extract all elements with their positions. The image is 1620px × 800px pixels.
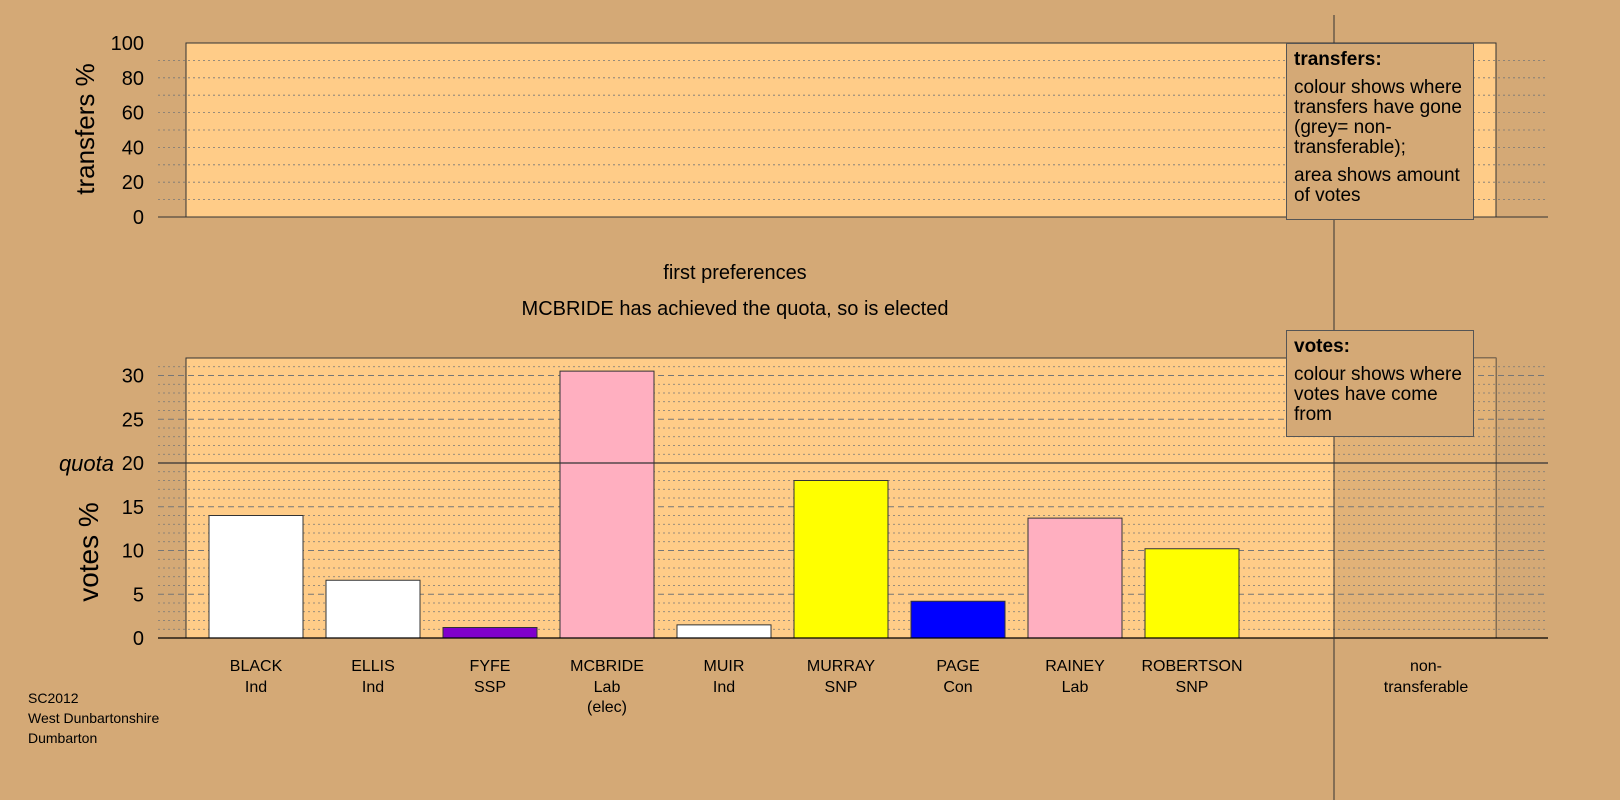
bar-fyfe <box>442 627 538 639</box>
bar-robertson <box>1144 548 1240 639</box>
quota-label: quota <box>59 451 114 476</box>
candidate-party-label: Ind <box>245 679 267 696</box>
votes-tick-labels: 0 5 10 15 20 25 30 <box>122 366 144 651</box>
bar-page <box>910 600 1006 639</box>
footer-line-1: SC2012 <box>28 690 79 706</box>
candidate-name-label: RAINEY <box>1045 658 1105 675</box>
transfers-legend-text-2: area shows amount of votes <box>1294 165 1460 206</box>
bar-muir <box>676 624 772 639</box>
transfers-tick-label: 20 <box>122 172 144 194</box>
vote-bars <box>208 370 1240 639</box>
transfers-legend-heading: transfers: <box>1294 49 1382 70</box>
votes-y-axis-label: votes % <box>73 502 104 602</box>
transfers-legend: transfers: colour shows where transfers … <box>1286 43 1474 220</box>
bar-black <box>208 515 304 639</box>
status-caption: MCBRIDE has achieved the quota, so is el… <box>521 298 949 320</box>
transfers-gridlines <box>158 60 1548 201</box>
candidate-name-label: PAGE <box>936 658 979 675</box>
candidate-party-label: Lab <box>1062 679 1089 696</box>
candidate-party-label: Ind <box>713 679 735 696</box>
votes-tick-label: 10 <box>122 541 144 563</box>
nontransferable-label-line2: transferable <box>1384 679 1469 696</box>
stage-caption: first preferences <box>663 262 807 284</box>
candidate-party-label: SNP <box>1176 679 1209 696</box>
bar-mcbride <box>559 370 655 639</box>
candidate-party-label: SSP <box>474 679 506 696</box>
votes-tick-label: 5 <box>133 584 144 606</box>
nontransferable-label-line1: non- <box>1410 658 1442 675</box>
footer-line-2: West Dunbartonshire <box>28 710 160 726</box>
votes-tick-label: 30 <box>122 366 144 388</box>
candidate-name-label: MUIR <box>704 658 745 675</box>
candidate-note-label: (elec) <box>587 699 627 716</box>
candidate-party-label: Lab <box>594 679 621 696</box>
transfers-y-axis-label: transfers % <box>70 63 100 195</box>
votes-panel: 0 5 10 15 20 25 30 quota votes % BLACK Ind ELLIS… <box>59 357 1548 716</box>
transfers-legend-text-1: colour shows where transfers have gone (… <box>1294 77 1462 158</box>
transfers-tick-label: 0 <box>133 207 144 229</box>
candidate-name-label: MCBRIDE <box>570 658 644 675</box>
transfers-tick-label: 80 <box>122 68 144 90</box>
candidate-party-label: SNP <box>825 679 858 696</box>
votes-tick-label: 15 <box>122 497 144 519</box>
transfers-tick-labels: 0 20 40 60 80 100 <box>111 33 144 229</box>
votes-legend-text: colour shows where votes have come from <box>1294 364 1462 425</box>
candidate-name-label: ROBERTSON <box>1141 658 1242 675</box>
transfers-tick-label: 60 <box>122 103 144 125</box>
candidate-name-label: FYFE <box>470 658 511 675</box>
candidate-name-label: BLACK <box>230 658 283 675</box>
transfers-tick-label: 40 <box>122 137 144 159</box>
footer-line-3: Dumbarton <box>28 730 98 746</box>
candidate-party-label: Ind <box>362 679 384 696</box>
candidate-labels: BLACK Ind ELLIS Ind FYFE SSP MCBRIDE Lab (elec) M… <box>230 658 1243 716</box>
candidate-name-label: ELLIS <box>351 658 395 675</box>
candidate-name-label: MURRAY <box>807 658 875 675</box>
votes-legend-heading: votes: <box>1294 336 1350 357</box>
votes-legend: votes: colour shows where votes have com… <box>1286 330 1474 437</box>
bar-ellis <box>325 579 421 639</box>
votes-tick-label: 25 <box>122 409 144 431</box>
bar-rainey <box>1027 517 1123 639</box>
votes-tick-label: 0 <box>133 628 144 650</box>
candidate-party-label: Con <box>943 679 972 696</box>
bar-murray <box>793 480 889 639</box>
footer-info: SC2012 West Dunbartonshire Dumbarton <box>28 688 159 748</box>
transfers-tick-label: 100 <box>111 33 144 55</box>
votes-tick-label: 20 <box>122 453 144 475</box>
